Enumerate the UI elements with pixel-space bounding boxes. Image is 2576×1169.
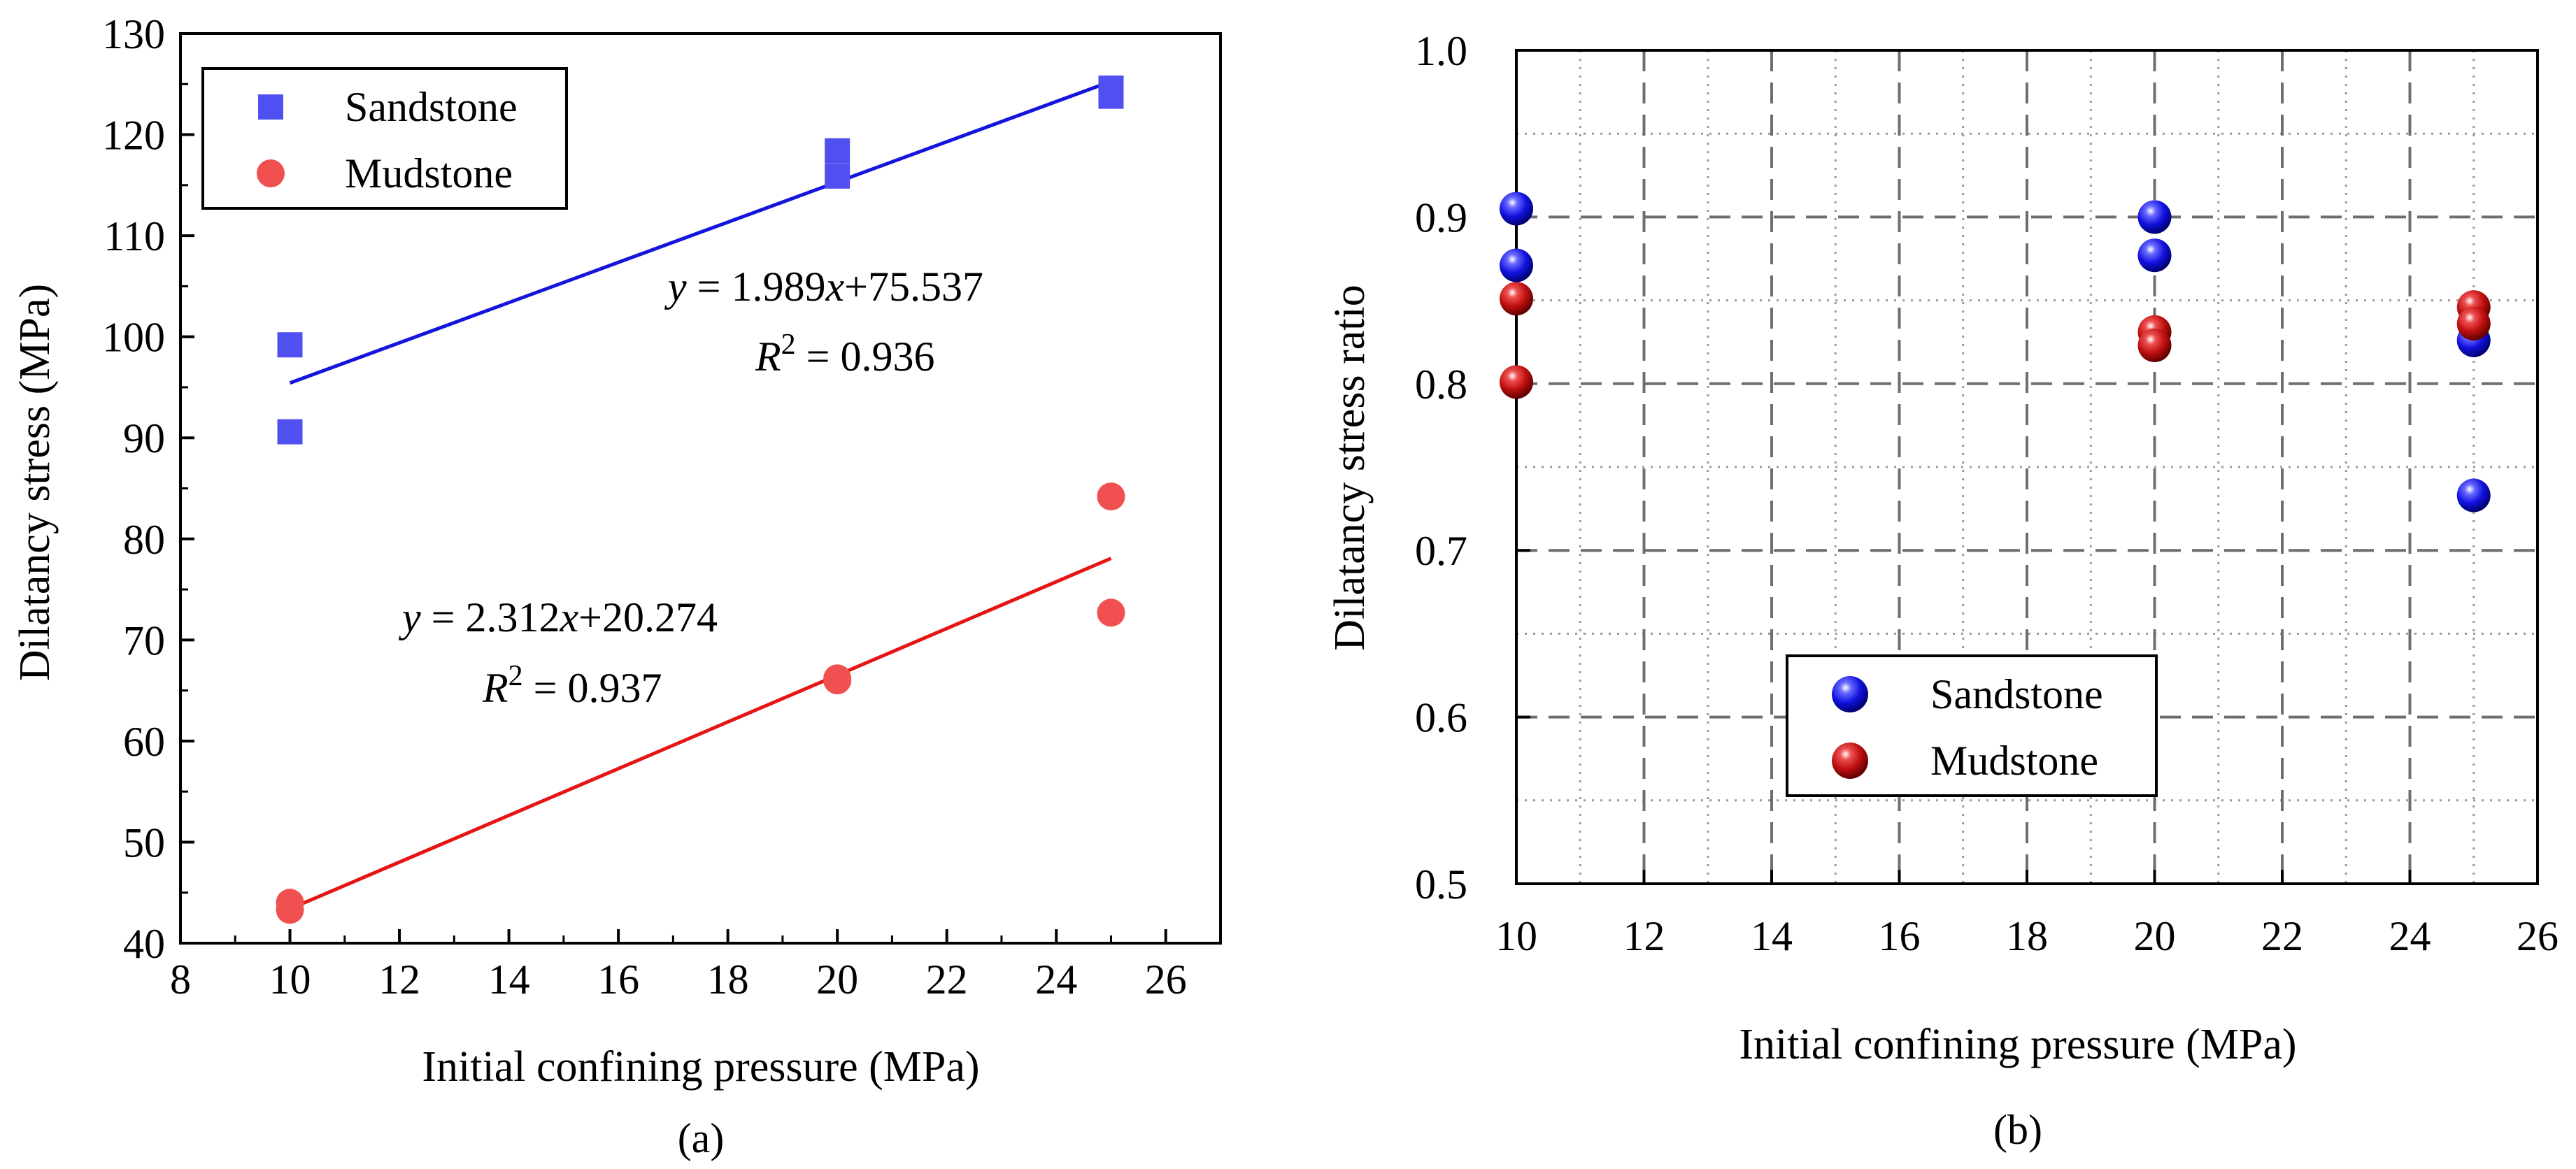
sandstone-point xyxy=(277,332,303,358)
y-tick-label-b: 0.8 xyxy=(1415,361,1467,408)
mudstone-point xyxy=(823,666,852,695)
x-tick-label-b: 20 xyxy=(2134,913,2176,959)
x-axis-label-b: Initial confining pressure (MPa) xyxy=(1739,1021,2296,1068)
mudstone-sphere-point xyxy=(1500,365,1533,399)
mudstone-point xyxy=(276,896,304,924)
r-superscript: 2 xyxy=(781,329,796,361)
x-tick-label-a: 8 xyxy=(170,956,191,1003)
x-tick-label-a: 24 xyxy=(1035,956,1077,1003)
sandstone-point xyxy=(825,163,851,189)
mudstone-r-squared: R2 = 0.937 xyxy=(482,660,662,711)
x-tick-label-b: 10 xyxy=(1495,913,1537,959)
sandstone-point xyxy=(1098,83,1124,109)
legend-label-mudstone-b: Mudstone xyxy=(1930,738,2098,784)
legend-marker-sandstone-a xyxy=(258,94,283,120)
y-tick-label-b: 0.9 xyxy=(1415,194,1467,241)
equation-part: +20.274 xyxy=(578,594,718,640)
mudstone-fit-line xyxy=(289,557,1112,911)
y-tick-label-b: 0.7 xyxy=(1415,528,1467,574)
y-tick-label-a: 60 xyxy=(123,719,165,765)
sandstone-point xyxy=(277,419,303,445)
y-tick-label-a: 120 xyxy=(102,113,165,159)
y-tick-label-a: 130 xyxy=(102,11,165,57)
sandstone-sphere-point xyxy=(1500,192,1533,226)
equation-part: = 1.989 xyxy=(687,264,826,310)
sandstone-fit-equation: y = 1.989x+75.537 xyxy=(664,264,983,310)
x-tick-label-b: 12 xyxy=(1623,913,1665,959)
y-tick-label-a: 110 xyxy=(104,213,165,259)
plot-area-b: 10 12 14 16 18 20 22 24 26 0.5 0.6 0.7 0.8 0.9 1.0 Sand… xyxy=(1415,28,2559,959)
sandstone-r-squared: R2 = 0.936 xyxy=(755,329,935,380)
caption-b: (b) xyxy=(1993,1107,2042,1153)
legend-label-sandstone-a: Sandstone xyxy=(345,84,518,130)
x-tick-label-a: 22 xyxy=(926,956,968,1003)
x-tick-label-b: 26 xyxy=(2517,913,2559,959)
equation-part: +75.537 xyxy=(844,264,983,310)
y-tick-label-a: 90 xyxy=(123,415,165,461)
x-tick-label-b: 16 xyxy=(1879,913,1921,959)
y-axis-label-b: Dilatancy stress ratio xyxy=(1326,285,1374,650)
sandstone-sphere-point xyxy=(2137,200,2172,234)
mudstone-fit-equation: y = 2.312x+20.274 xyxy=(398,594,718,640)
caption-a: (a) xyxy=(678,1115,725,1161)
panel-a-dilatancy-stress: 8 10 12 14 16 18 20 22 24 26405060708090100110120… xyxy=(11,11,1222,1161)
x-tick-label-a: 18 xyxy=(707,956,749,1003)
legend-label-mudstone-a: Mudstone xyxy=(345,150,513,196)
sandstone-sphere-point xyxy=(1500,248,1533,282)
legend-marker-mudstone-a xyxy=(257,159,285,187)
x-tick-label-a: 12 xyxy=(378,956,420,1003)
y-tick-label-b: 1.0 xyxy=(1415,28,1467,74)
x-tick-label-a: 16 xyxy=(597,956,639,1003)
panel-b-dilatancy-stress-ratio: 10 12 14 16 18 20 22 24 26 0.5 0.6 0.7 0.8 0.9 1.0 Sand… xyxy=(1326,28,2559,1153)
sandstone-sphere-point xyxy=(2137,238,2172,273)
x-tick-label-b: 14 xyxy=(1751,913,1793,959)
x-tick-label-a: 20 xyxy=(816,956,858,1003)
sandstone-point xyxy=(825,138,851,164)
equation-part: x xyxy=(559,594,578,640)
r-symbol: R xyxy=(482,665,508,711)
legend-marker-sandstone-b xyxy=(1832,676,1868,712)
equation-part: y xyxy=(398,594,421,640)
plot-area-a: 8 10 12 14 16 18 20 22 24 26405060708090100110120… xyxy=(102,11,1222,1003)
mudstone-point xyxy=(1097,598,1125,627)
r-value: = 0.937 xyxy=(523,665,662,711)
r-superscript: 2 xyxy=(508,660,523,692)
x-tick-label-a: 10 xyxy=(269,956,311,1003)
x-tick-label-b: 18 xyxy=(2006,913,2048,959)
x-tick-label-a: 14 xyxy=(488,956,530,1003)
x-tick-label-a: 26 xyxy=(1145,956,1187,1003)
r-value: = 0.936 xyxy=(796,334,935,380)
mudstone-sphere-point xyxy=(2137,328,2172,362)
sandstone-fit-line xyxy=(289,80,1112,385)
y-tick-label-b: 0.5 xyxy=(1415,861,1467,908)
y-axis-label-a: Dilatancy stress (MPa) xyxy=(11,284,59,681)
y-tick-label-a: 100 xyxy=(102,315,165,361)
legend-marker-mudstone-b xyxy=(1832,743,1868,779)
mudstone-sphere-point xyxy=(2456,306,2491,340)
mudstone-sphere-point xyxy=(1500,282,1533,316)
x-axis-label-a: Initial confining pressure (MPa) xyxy=(422,1043,979,1091)
equation-part: = 2.312 xyxy=(421,594,560,640)
legend-label-sandstone-b: Sandstone xyxy=(1930,671,2103,717)
equation-part: x xyxy=(825,264,844,310)
r-symbol: R xyxy=(755,334,781,380)
y-tick-label-a: 40 xyxy=(123,921,165,967)
x-tick-label-b: 22 xyxy=(2261,913,2303,959)
sandstone-sphere-point xyxy=(2456,478,2491,512)
y-tick-label-a: 70 xyxy=(123,617,165,664)
mudstone-point xyxy=(1097,482,1125,511)
y-tick-label-a: 50 xyxy=(123,819,165,866)
x-tick-label-b: 24 xyxy=(2389,913,2431,959)
equation-part: y xyxy=(664,264,687,310)
y-tick-label-b: 0.6 xyxy=(1415,695,1467,741)
y-tick-label-a: 80 xyxy=(123,517,165,563)
